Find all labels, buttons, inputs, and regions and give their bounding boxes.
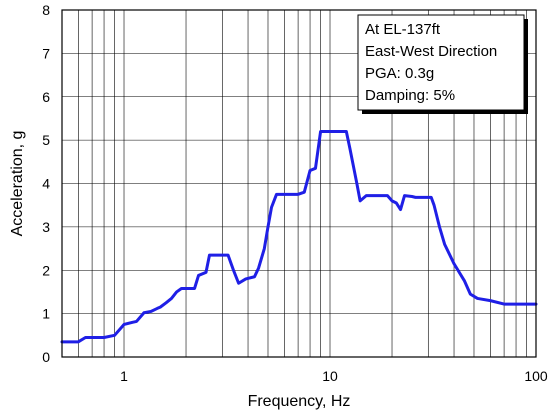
y-tick-label: 1 — [42, 306, 50, 322]
annotation-frame — [357, 14, 525, 111]
annotation-line-pga: PGA: 0.3g — [365, 65, 434, 82]
annotation-line-direction: East-West Direction — [365, 43, 497, 60]
tick-labels: 0 1 2 3 4 5 6 7 8 1 10 100 — [42, 2, 548, 384]
y-axis-title: Acceleration, g — [9, 131, 26, 237]
series-line-0 — [60, 129, 538, 344]
y-tick-label: 3 — [42, 219, 50, 235]
x-tick-label: 1 — [120, 368, 128, 384]
annotation-box: At EL-137ft East-West Direction PGA: 0.3… — [357, 14, 528, 114]
x-axis-title: Frequency, Hz — [248, 393, 351, 410]
x-tick-label: 10 — [322, 368, 338, 384]
annotation-line-elevation: At EL-137ft — [365, 21, 441, 38]
y-tick-label: 4 — [42, 176, 50, 192]
grid — [61, 9, 536, 358]
y-tick-label: 2 — [42, 262, 50, 278]
y-tick-label: 7 — [42, 45, 50, 61]
y-tick-label: 0 — [42, 349, 50, 365]
y-tick-label: 6 — [42, 89, 50, 105]
plot-frame — [61, 9, 537, 358]
annotation-line-damping: Damping: 5% — [365, 87, 455, 104]
series-layer — [60, 129, 538, 344]
y-tick-label: 8 — [42, 2, 50, 18]
x-tick-label: 100 — [524, 368, 548, 384]
y-tick-label: 5 — [42, 132, 50, 148]
